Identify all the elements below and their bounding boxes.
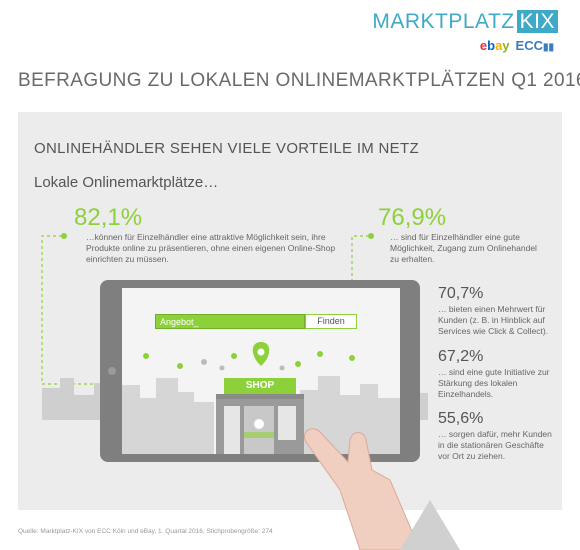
stat-2-value: 76,9% <box>378 204 447 231</box>
logo-badge: KIX <box>516 10 558 33</box>
search-input[interactable]: Angebot_ <box>155 314 305 329</box>
lead-text: Lokale Onlinemarktplätze… <box>34 174 219 191</box>
stat-4-value: 67,2% <box>438 348 484 365</box>
stat-1-text: …können für Einzelhändler eine attraktiv… <box>86 232 336 264</box>
shop-sign: SHOP <box>224 378 296 394</box>
stat-5-value: 55,6% <box>438 410 484 427</box>
hand-pointer-icon <box>304 428 421 550</box>
stat-2-text: … sind für Einzelhändler eine gute Mögli… <box>390 232 537 264</box>
find-button[interactable]: Finden <box>305 314 357 329</box>
stat-5-text: … sorgen dafür, mehr Kunden in die stati… <box>438 429 552 461</box>
page-title: BEFRAGUNG ZU LOKALEN ONLINEMARKTPLÄTZEN … <box>18 70 580 91</box>
section-subtitle: ONLINEHÄNDLER SEHEN VIELE VORTEILE IM NE… <box>34 140 419 157</box>
stat-3-value: 70,7% <box>438 285 484 302</box>
stat-1-value: 82,1% <box>74 204 143 231</box>
source-note: Quelle: Marktplatz-KIX von ECC Köln und … <box>18 528 273 535</box>
map-pins <box>143 351 355 369</box>
stat-4-text: … sind eine gute Initiative zur Stärkung… <box>438 367 550 399</box>
stat-3-text: … bieten einen Mehrwert für Kunden (z. B… <box>438 304 549 336</box>
logo-partners: ebay ECC▮▮ <box>479 38 554 53</box>
logo-title: MARKTPLATZ KIX <box>372 10 558 34</box>
